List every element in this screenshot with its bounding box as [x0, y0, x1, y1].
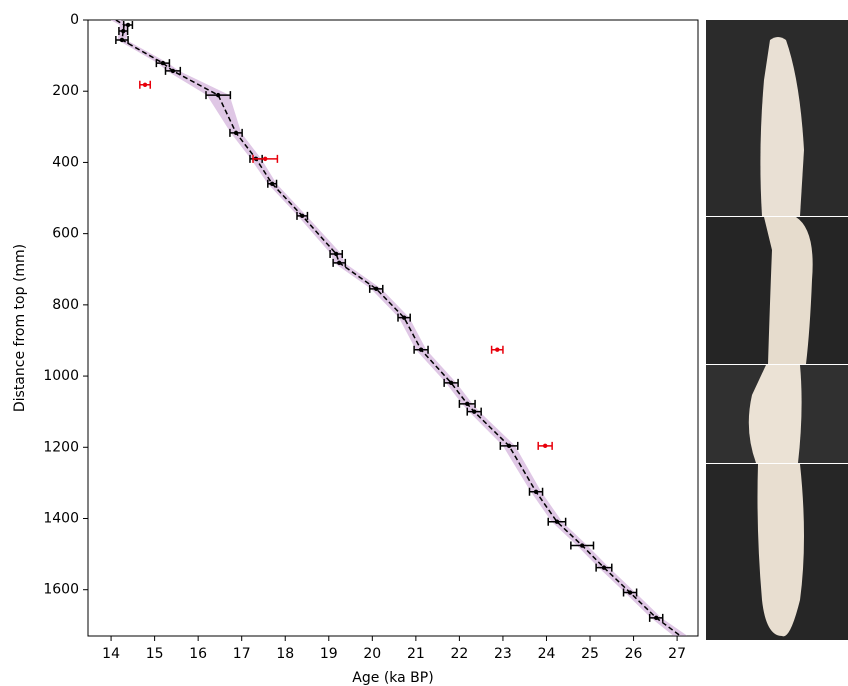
data-point [601, 565, 607, 570]
data-point [121, 28, 126, 34]
data-point [119, 37, 125, 43]
y-tick-label: 200 [52, 83, 79, 99]
y-tick-label: 800 [52, 297, 79, 313]
y-tick-label: 1400 [43, 510, 79, 526]
data-point [579, 543, 585, 548]
data-point [401, 315, 407, 320]
x-tick-label: 15 [146, 646, 164, 662]
data-point [533, 489, 539, 494]
data-point [418, 347, 424, 352]
x-axis-label: Age (ka BP) [352, 670, 433, 686]
data-point [215, 92, 221, 98]
data-point [506, 443, 512, 449]
x-tick-label: 18 [276, 646, 294, 662]
x-tick-label: 23 [494, 646, 512, 662]
y-tick-label: 1200 [43, 439, 79, 455]
shell [760, 37, 804, 216]
shell [748, 365, 802, 463]
data-point [300, 213, 305, 219]
data-point [233, 130, 239, 136]
shell [757, 464, 804, 637]
data-point [374, 286, 379, 292]
model-band [110, 20, 688, 636]
data-point [263, 156, 268, 162]
y-tick-label: 1000 [43, 368, 79, 384]
x-tick-label: 21 [407, 646, 425, 662]
data-point [448, 380, 454, 386]
data-point [125, 22, 131, 28]
data-point [554, 519, 560, 524]
data-point [627, 590, 633, 595]
shell [764, 217, 813, 364]
data-point [495, 347, 500, 352]
data-point [654, 615, 659, 621]
y-tick-label: 1600 [43, 582, 79, 598]
model-line [115, 20, 681, 636]
x-tick-label: 16 [189, 646, 207, 662]
x-tick-label: 24 [538, 646, 556, 662]
x-tick-label: 17 [233, 646, 251, 662]
data-point [542, 443, 548, 449]
y-tick-label: 400 [52, 154, 79, 170]
data-point [337, 260, 342, 266]
x-tick-label: 27 [668, 646, 686, 662]
data-point [170, 68, 176, 74]
x-tick-label: 19 [320, 646, 338, 662]
data-point [333, 251, 339, 257]
specimen-photo [706, 20, 848, 640]
x-tick-label: 20 [363, 646, 381, 662]
data-point [465, 401, 470, 407]
data-point [142, 82, 148, 88]
x-tick-label: 22 [450, 646, 468, 662]
x-tick-label: 26 [625, 646, 643, 662]
data-point [160, 60, 166, 66]
x-tick-label: 14 [102, 646, 120, 662]
y-axis-label: Distance from top (mm) [12, 244, 28, 412]
y-tick-label: 0 [70, 12, 79, 28]
y-tick-label: 600 [52, 226, 79, 242]
data-point [269, 181, 275, 186]
x-tick-label: 25 [581, 646, 599, 662]
data-point [472, 409, 477, 414]
plot-frame [87, 19, 699, 637]
